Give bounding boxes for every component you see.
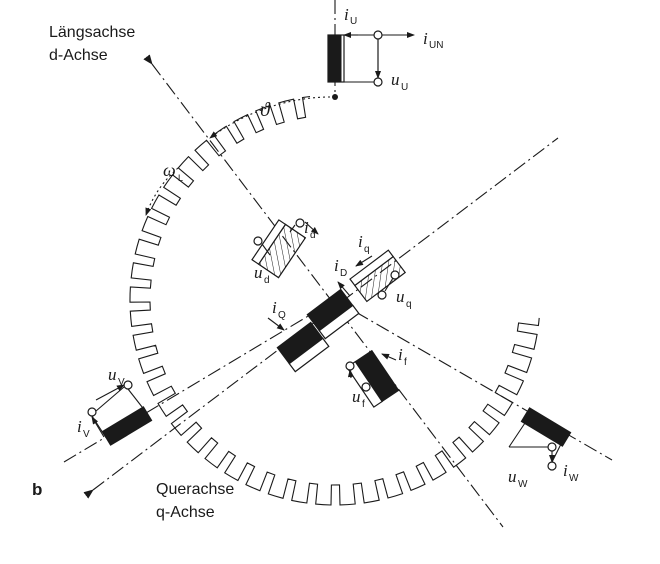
svg-text:UN: UN [429,40,443,51]
svg-text:U: U [401,82,408,93]
svg-text:V: V [83,429,90,440]
svg-text:q: q [406,299,412,310]
svg-text:i: i [304,218,309,237]
current-iq-label: i q [358,232,370,255]
q-winding-terminals [355,255,400,300]
current-iD-label: i D [334,256,347,279]
d-axis-line [143,54,504,528]
svg-text:i: i [423,29,428,48]
theta-reference-dot [332,94,338,100]
voltage-uv-label: u V [108,365,125,388]
voltage-uf-label: u f [352,387,365,410]
current-iQ-arrow [267,317,285,331]
svg-text:u: u [508,467,517,486]
svg-text:f: f [404,357,407,368]
d-winding-terminals [253,218,319,256]
phase-v-terminals [87,380,147,438]
svg-text:u: u [254,263,263,282]
svg-text:u: u [352,387,361,406]
svg-text:L: L [178,173,183,183]
svg-text:d: d [310,230,316,241]
voltage-ud-label: u d [254,263,270,286]
voltage-uw-label: u W [508,467,528,490]
stator-lamination [129,95,540,506]
svg-text:Q: Q [278,310,286,321]
current-iu-label: i U [344,5,357,27]
theta-angle-arc [209,96,331,139]
current-iD-arrow [337,281,351,297]
current-if-label: i f [398,345,407,368]
current-iv-label: i V [77,417,90,440]
phase-v-axis [63,299,336,463]
omega-rotation-arc [145,167,179,216]
q-axis-winding [349,249,407,303]
phase-u-winding [327,30,415,87]
phase-w-winding [520,407,572,447]
phase-w-terminals [508,419,564,471]
svg-text:i: i [344,5,349,24]
current-iw-label: i W [563,461,579,484]
q-axis-subtitle: q-Achse [156,504,215,521]
svg-text:u: u [396,287,405,306]
svg-text:V: V [118,377,125,388]
svg-text:i: i [77,417,82,436]
panel-label: b [32,480,42,499]
current-iQ-label: i Q [272,298,286,321]
svg-text:i: i [272,298,277,317]
svg-text:i: i [334,256,339,275]
svg-text:W: W [569,473,579,484]
q-damper-winding [276,321,330,373]
svg-text:i: i [563,461,568,480]
voltage-uq-label: u q [396,287,412,310]
svg-text:u: u [108,365,117,384]
svg-text:i: i [358,232,363,251]
field-winding-terminals [345,353,397,392]
omega-label: ω L [163,160,183,183]
phase-v-winding [101,406,153,446]
d-axis-winding [251,219,307,279]
svg-text:d: d [264,275,270,286]
d-damper-winding [306,288,360,340]
current-id-label: i d [304,218,316,241]
svg-text:ω: ω [163,160,176,180]
svg-text:i: i [398,345,403,364]
svg-text:W: W [518,479,528,490]
current-iun-label: i UN [423,29,443,51]
svg-text:u: u [391,70,400,89]
svg-text:U: U [350,16,357,27]
d-axis-title: Längsachse [49,24,135,41]
d-axis-subtitle: d-Achse [49,47,108,64]
q-axis-title: Querachse [156,481,234,498]
svg-text:f: f [362,399,365,410]
svg-text:D: D [340,268,347,279]
theta-label: ϑ [260,99,271,121]
voltage-uu-label: u U [391,70,408,93]
svg-text:q: q [364,244,370,255]
